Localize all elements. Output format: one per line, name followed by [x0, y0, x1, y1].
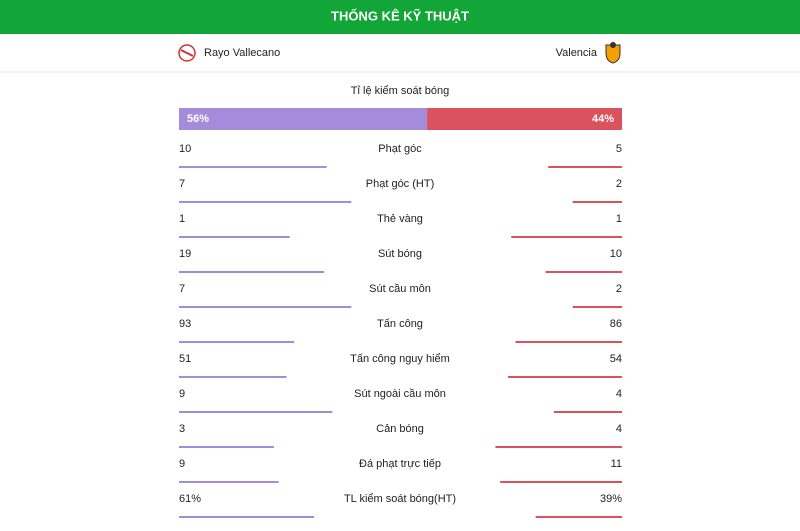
possession-away-value: 44%	[592, 113, 614, 125]
stat-away-bar	[511, 236, 622, 238]
stat-home-bar	[179, 446, 274, 448]
stat-home-bar	[179, 376, 287, 378]
stat-away-value: 5	[616, 143, 622, 155]
home-logo	[178, 44, 196, 62]
stat-home-value: 93	[179, 318, 191, 330]
stat-away-value: 2	[616, 283, 622, 295]
stat-label: Tấn công nguy hiểm	[350, 353, 450, 365]
away-team: Valencia	[556, 47, 598, 59]
stat-away-value: 4	[616, 388, 622, 400]
stat-away-bar	[572, 201, 622, 203]
stat-home-value: 7	[179, 178, 185, 190]
away-logo	[605, 42, 621, 64]
stat-home-bar	[179, 481, 279, 483]
stat-away-value: 10	[610, 248, 622, 260]
stat-home-bar	[179, 341, 295, 343]
possession-home-value: 56%	[187, 113, 209, 125]
stat-home-bar	[179, 166, 327, 168]
stat-away-bar	[545, 271, 622, 273]
stat-home-bar	[179, 201, 352, 203]
stat-home-value: 9	[179, 388, 185, 400]
possession-away-bar	[427, 108, 622, 130]
stat-home-value: 51	[179, 353, 191, 365]
stat-home-value: 3	[179, 423, 185, 435]
stat-away-value: 2	[616, 178, 622, 190]
header-bar	[0, 0, 800, 34]
stat-label: Sút ngoài cầu môn	[354, 388, 446, 400]
stat-away-bar	[535, 516, 622, 518]
stat-home-value: 19	[179, 248, 191, 260]
stat-away-value: 4	[616, 423, 622, 435]
stat-home-value: 9	[179, 458, 185, 470]
stat-label: TL kiểm soát bóng(HT)	[344, 493, 456, 505]
stat-away-value: 86	[610, 318, 622, 330]
stat-away-value: 1	[616, 213, 622, 225]
stat-label: Phạt góc (HT)	[366, 178, 434, 190]
home-team: Rayo Vallecano	[204, 47, 280, 59]
stat-home-bar	[179, 306, 352, 308]
stat-away-bar	[553, 411, 622, 413]
stat-home-value: 10	[179, 143, 191, 155]
stat-away-bar	[495, 446, 622, 448]
stat-label: Phạt góc	[378, 143, 422, 155]
stat-label: Tấn công	[377, 318, 423, 330]
stat-home-bar	[179, 271, 325, 273]
stat-away-value: 11	[611, 458, 622, 470]
stat-away-bar	[500, 481, 622, 483]
stat-home-bar	[179, 411, 333, 413]
stat-away-value: 39%	[600, 493, 622, 505]
possession-label: Tỉ lệ kiểm soát bóng	[351, 85, 449, 97]
stat-away-bar	[515, 341, 622, 343]
stat-away-bar	[572, 306, 622, 308]
stat-label: Sút bóng	[378, 248, 422, 260]
stat-away-value: 54	[610, 353, 622, 365]
stat-label: Sút cầu môn	[369, 283, 431, 295]
header-title: THỐNG KÊ KỸ THUẬT	[331, 8, 469, 23]
stat-home-value: 1	[179, 213, 185, 225]
stat-home-value: 61%	[179, 493, 201, 505]
stat-away-bar	[508, 376, 622, 378]
stat-label: Cản bóng	[376, 423, 424, 435]
stat-home-bar	[179, 516, 315, 518]
stat-home-value: 7	[179, 283, 185, 295]
stat-away-bar	[548, 166, 622, 168]
possession-home-bar	[179, 108, 428, 130]
stat-label: Đá phạt trực tiếp	[359, 458, 441, 470]
stat-home-bar	[179, 236, 290, 238]
stat-label: Thẻ vàng	[377, 213, 423, 225]
